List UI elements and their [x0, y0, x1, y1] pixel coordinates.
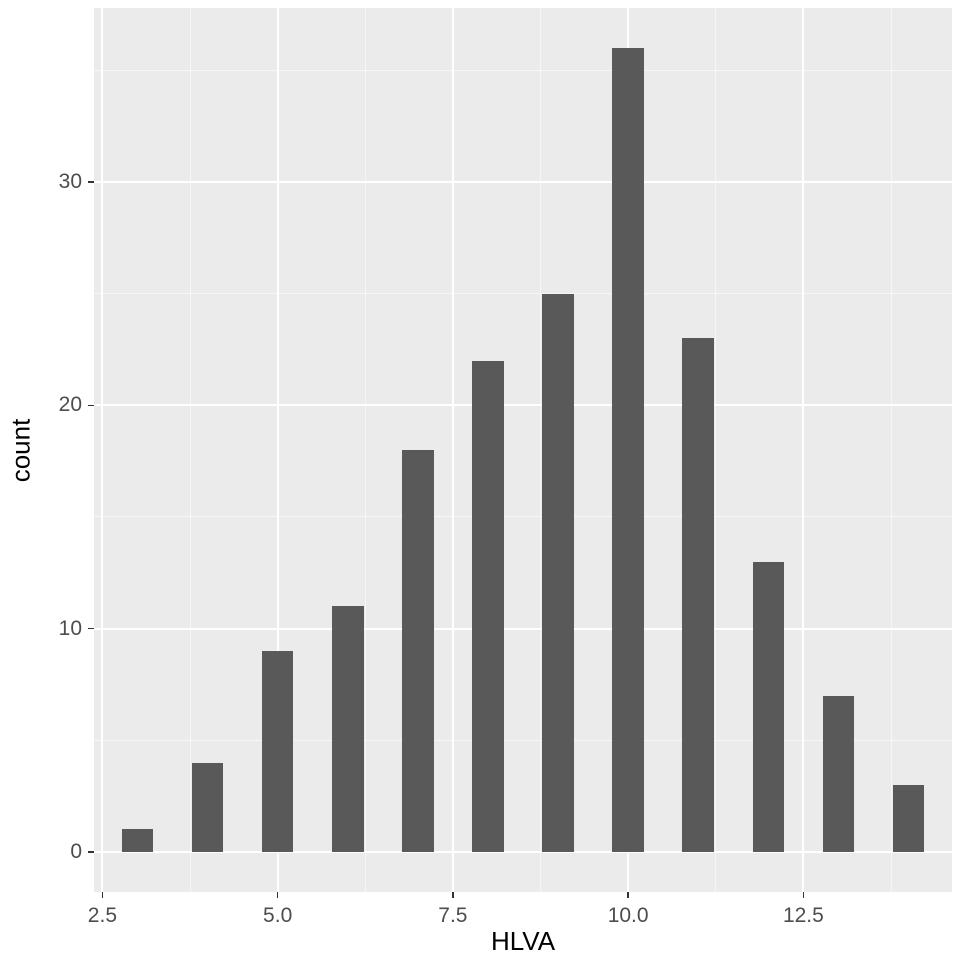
x-tick-labels: 2.55.07.510.012.5 [94, 898, 952, 928]
y-tick-label: 30 [59, 170, 82, 194]
histogram-bar [332, 606, 364, 852]
x-tick-label: 5.0 [263, 904, 292, 928]
histogram-bar [402, 450, 434, 852]
grid-minor-h [94, 70, 952, 71]
histogram-bar [893, 785, 925, 852]
grid-major-v [452, 8, 454, 892]
x-tick-label: 2.5 [88, 904, 117, 928]
y-tick-mark [88, 405, 94, 407]
grid-minor-v [891, 8, 892, 892]
grid-major-v [802, 8, 804, 892]
x-tick-label: 7.5 [438, 904, 467, 928]
histogram-bar [192, 763, 224, 852]
histogram-bar [542, 294, 574, 852]
y-tick-label: 20 [59, 393, 82, 417]
y-tick-mark [88, 851, 94, 853]
plot-panel [94, 8, 952, 892]
y-axis-title: count [0, 8, 42, 892]
y-tick-labels: 0 10 20 30 [42, 8, 92, 892]
y-tick-mark [88, 181, 94, 183]
x-tick-label: 10.0 [608, 904, 649, 928]
grid-minor-h [94, 516, 952, 517]
y-axis-title-text: count [6, 418, 37, 482]
grid-minor-v [540, 8, 541, 892]
histogram-bar [472, 361, 504, 852]
histogram-bar [753, 562, 785, 852]
grid-minor-v [715, 8, 716, 892]
x-axis-title: HLVA [94, 926, 952, 957]
histogram-bar [262, 651, 294, 852]
histogram-chart: count 0 10 20 30 2.5 5.0 7.5 10.0 12.5 HLVA [0, 0, 960, 960]
grid-major-v [101, 8, 103, 892]
grid-minor-v [190, 8, 191, 892]
histogram-bar [823, 696, 855, 852]
y-tick-label: 10 [59, 617, 82, 641]
grid-major-h [94, 628, 952, 630]
histogram-bar [612, 48, 644, 852]
grid-major-h [94, 404, 952, 406]
grid-minor-v [365, 8, 366, 892]
histogram-bar [682, 338, 714, 851]
y-tick-label: 0 [70, 840, 82, 864]
x-tick-label: 12.5 [783, 904, 824, 928]
histogram-bar [122, 829, 154, 851]
y-tick-mark [88, 628, 94, 630]
grid-major-h [94, 181, 952, 183]
grid-minor-h [94, 293, 952, 294]
x-axis-title-text: HLVA [491, 926, 555, 956]
